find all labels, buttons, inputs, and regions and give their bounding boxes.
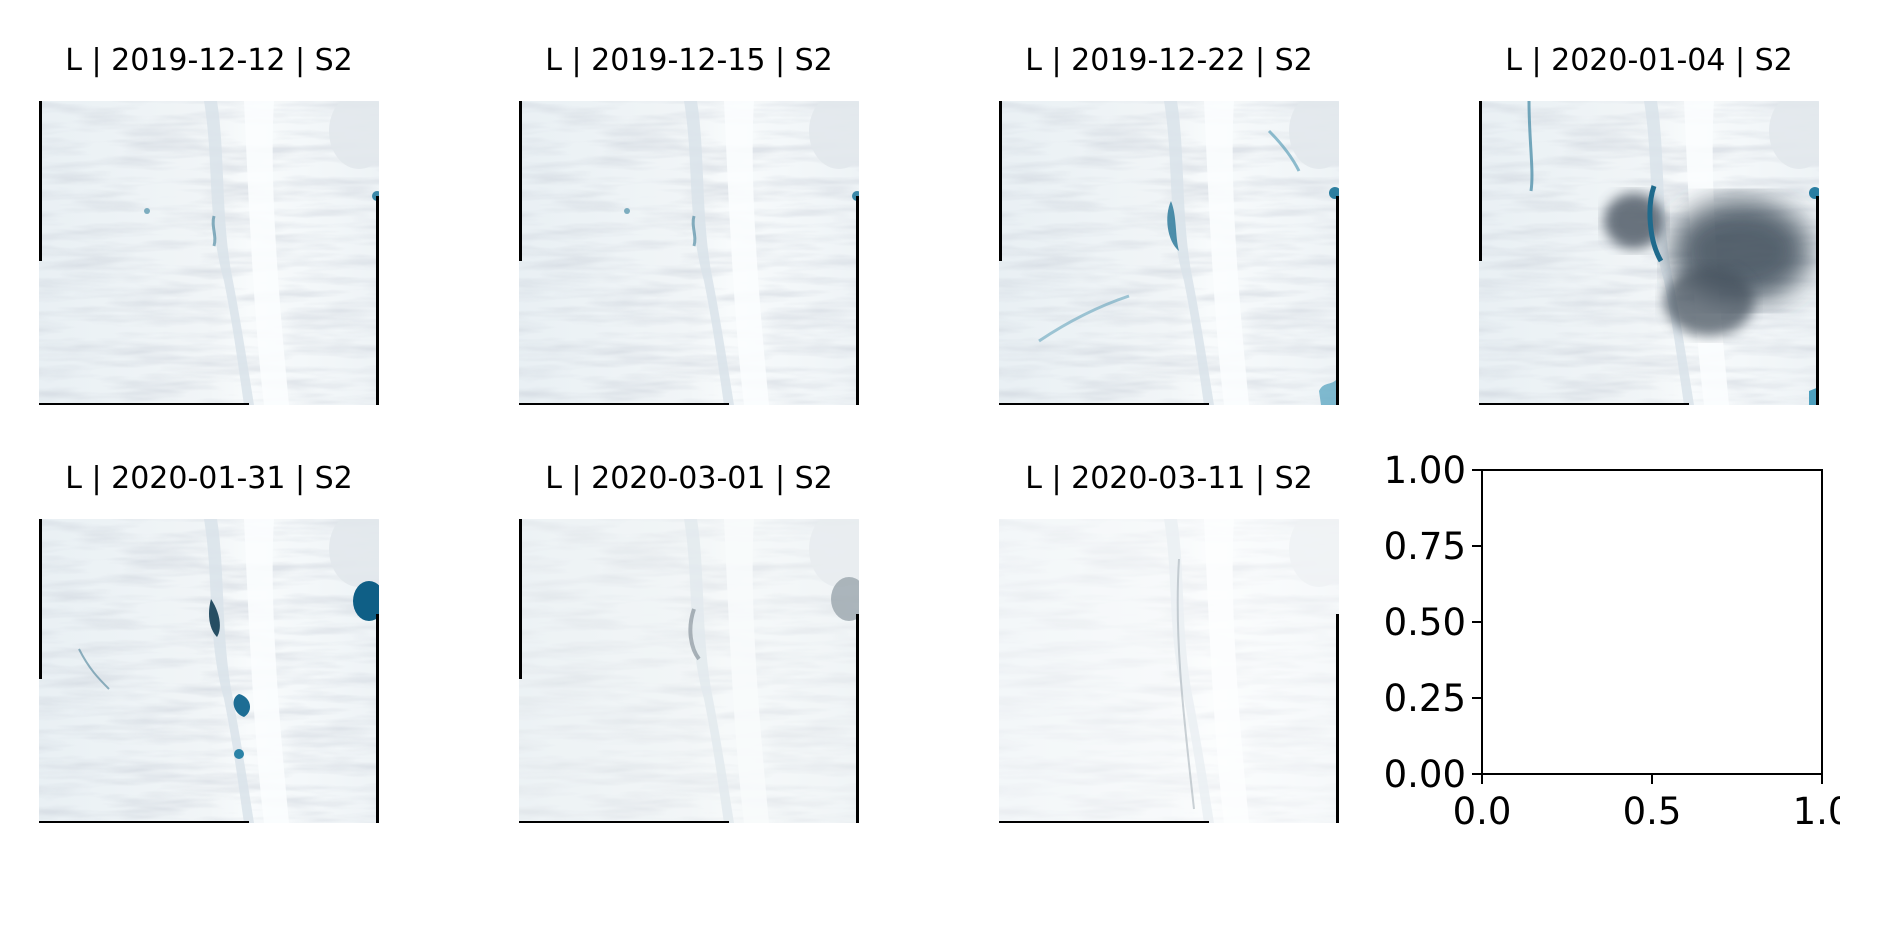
y-tick-label: 0.25: [1384, 677, 1466, 720]
y-axis-ticks: 0.00 0.25 0.50 0.75 1.00: [1384, 449, 1482, 796]
satellite-image: [39, 519, 379, 823]
image-panel-2: L | 2019-12-15 | S2: [519, 44, 859, 406]
image-panel-1: L | 2019-12-12 | S2: [39, 44, 379, 406]
satellite-image: [39, 101, 379, 405]
y-tick-label: 0.75: [1384, 525, 1466, 568]
axes-frame: [1481, 469, 1823, 775]
panel-title: L | 2020-03-11 | S2: [1025, 461, 1313, 496]
satellite-image: [1479, 101, 1819, 405]
panel-title: L | 2019-12-15 | S2: [545, 43, 833, 78]
satellite-image: [999, 519, 1339, 823]
satellite-image: [999, 101, 1339, 405]
panel-title: L | 2019-12-12 | S2: [65, 43, 353, 78]
x-tick-label: 0.0: [1453, 790, 1512, 833]
image-panel-3: L | 2019-12-22 | S2: [999, 44, 1339, 406]
image-panel-5: L | 2020-01-31 | S2: [39, 462, 379, 824]
panel-title: L | 2020-03-01 | S2: [545, 461, 833, 496]
panel-title: L | 2020-01-31 | S2: [65, 461, 353, 496]
x-axis-ticks: 0.0 0.5 1.0: [1453, 774, 1840, 833]
panel-title: L | 2019-12-22 | S2: [1025, 43, 1313, 78]
x-tick-label: 0.5: [1623, 790, 1682, 833]
image-panel-4: L | 2020-01-04 | S2: [1479, 44, 1819, 406]
image-panel-6: L | 2020-03-01 | S2: [519, 462, 859, 824]
image-panel-7: L | 2020-03-11 | S2: [999, 462, 1339, 824]
satellite-image: [519, 519, 859, 823]
y-tick-label: 1.00: [1384, 449, 1466, 492]
satellite-image: [519, 101, 859, 405]
empty-axes: 0.00 0.25 0.50 0.75 1.00 0.0 0.5 1.0: [1384, 449, 1840, 833]
panel-title: L | 2020-01-04 | S2: [1505, 43, 1793, 78]
y-tick-label: 0.00: [1384, 753, 1466, 796]
y-tick-label: 0.50: [1384, 601, 1466, 644]
x-tick-label: 1.0: [1793, 790, 1840, 833]
